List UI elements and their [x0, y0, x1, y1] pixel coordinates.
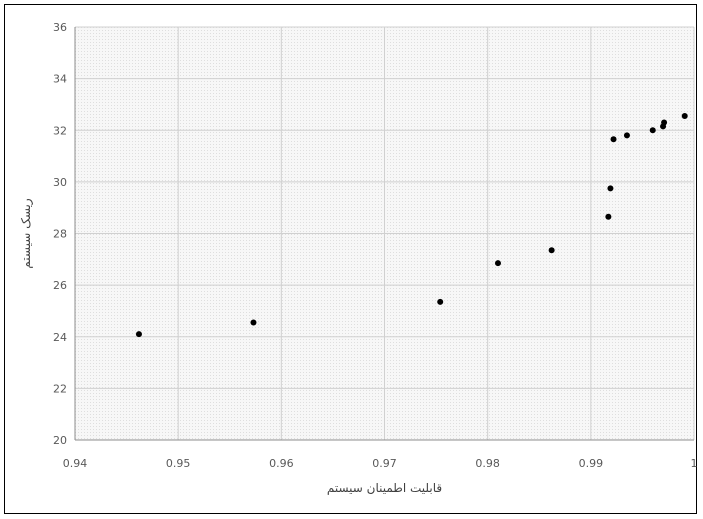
- data-point: [494, 260, 501, 267]
- y-tick-label: 36: [53, 21, 67, 34]
- data-point: [605, 213, 612, 220]
- axes: [74, 27, 694, 441]
- x-axis-title: قابلیت اطمینان سیستم: [327, 481, 442, 495]
- y-axis-title: ریسک سیستم: [19, 198, 34, 269]
- x-tick-label: 0.94: [63, 457, 88, 470]
- x-tick-label: 0.95: [166, 457, 191, 470]
- y-tick-label: 26: [53, 279, 67, 292]
- y-tick-label: 20: [53, 434, 67, 447]
- y-tick-labels: 20 22 24 26 28 30 32 34 36: [53, 21, 67, 447]
- x-tick-labels: 0.94 0.95 0.96 0.97 0.98 0.99 1: [63, 457, 698, 470]
- data-point: [661, 119, 668, 126]
- y-tick-label: 22: [53, 382, 67, 395]
- x-tick-label: 0.98: [475, 457, 500, 470]
- x-tick-label: 0.96: [269, 457, 294, 470]
- data-points: [135, 113, 688, 338]
- y-tick-label: 32: [53, 124, 67, 137]
- gridlines: [74, 26, 695, 441]
- data-point: [437, 298, 444, 305]
- data-point: [607, 185, 614, 192]
- data-point: [250, 319, 257, 326]
- y-tick-label: 28: [53, 228, 67, 241]
- data-point: [135, 331, 142, 338]
- data-point: [548, 247, 555, 254]
- data-point: [610, 136, 617, 143]
- data-point: [623, 132, 630, 139]
- x-tick-label: 1: [691, 457, 698, 470]
- x-tick-label: 0.99: [579, 457, 604, 470]
- x-tick-label: 0.97: [372, 457, 397, 470]
- data-point: [681, 113, 688, 120]
- y-tick-label: 34: [53, 73, 67, 86]
- y-tick-label: 30: [53, 176, 67, 189]
- y-tick-label: 24: [53, 331, 67, 344]
- data-point: [649, 127, 656, 134]
